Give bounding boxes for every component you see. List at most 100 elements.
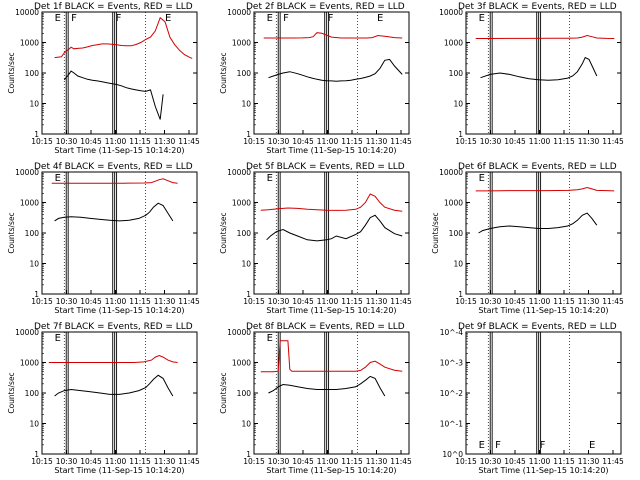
- y-tick-label: 10: [29, 260, 39, 269]
- event-marker: E: [377, 13, 383, 24]
- x-tick-label: 10:45: [504, 297, 526, 306]
- plot-frame: [253, 331, 410, 455]
- event-marker: F: [116, 13, 122, 24]
- panel-title: Det 9f BLACK = Events, RED = LLD: [458, 322, 617, 332]
- y-tick-label: 1000: [20, 39, 39, 48]
- event-marker: F: [540, 440, 546, 451]
- x-tick-label: 11:15: [341, 297, 363, 306]
- y-tick-label: 1000: [232, 359, 251, 368]
- x-tick-label: 11:15: [553, 297, 575, 306]
- y-tick-label: 10: [241, 100, 251, 109]
- x-tick-label: 10:15: [31, 137, 53, 146]
- plot-frame: [465, 331, 622, 455]
- x-axis-label: Start Time (11-Sep-15 10:14:20): [266, 146, 396, 155]
- y-tick-label: 10000: [227, 8, 251, 17]
- event-marker: F: [71, 13, 77, 24]
- y-tick-label: 100: [25, 229, 40, 238]
- y-tick-label: 10: [241, 420, 251, 429]
- x-tick-label: 10:15: [243, 297, 265, 306]
- y-tick-label: 1000: [444, 39, 463, 48]
- event-marker: E: [55, 13, 61, 24]
- event-marker: E: [267, 333, 273, 344]
- x-tick-label: 10:45: [80, 297, 102, 306]
- y-tick-label: 10: [241, 260, 251, 269]
- plot-frame: [41, 171, 198, 295]
- x-tick-label: 11:15: [341, 457, 363, 466]
- panel-title: Det 8f BLACK = Events, RED = LLD: [246, 322, 405, 332]
- y-tick-label: 100: [25, 69, 40, 78]
- x-tick-label: 11:45: [602, 457, 624, 466]
- y-tick-label: 1000: [20, 199, 39, 208]
- x-tick-label: 10:30: [268, 457, 290, 466]
- y-tick-label: 1: [246, 290, 251, 299]
- x-axis-label: Start Time (11-Sep-15 10:14:20): [478, 306, 608, 315]
- x-axis-label: Start Time (11-Sep-15 10:14:20): [266, 466, 396, 475]
- y-tick-label: 10^-1: [440, 420, 464, 429]
- y-tick-label: 10000: [15, 8, 39, 17]
- x-tick-label: 10:45: [80, 137, 102, 146]
- y-tick-label: 10000: [15, 168, 39, 177]
- y-tick-label: 1: [246, 450, 251, 459]
- y-tick-label: 100: [25, 389, 40, 398]
- detector-panel: Det 1f BLACK = Events, RED = LLD 1 10 100 10…: [7, 2, 200, 155]
- detector-panel: Det 3f BLACK = Events, RED = LLD 1 10 100 10…: [439, 2, 624, 146]
- lld-series-line: [260, 340, 403, 373]
- x-tick-label: 11:00: [317, 457, 339, 466]
- x-tick-label: 10:30: [56, 137, 78, 146]
- events-series-line: [268, 58, 403, 82]
- y-tick-label: 100: [237, 389, 252, 398]
- y-axis-label: Counts/sec: [219, 52, 228, 93]
- x-tick-label: 11:00: [529, 457, 551, 466]
- y-axis-label: Counts/sec: [7, 52, 16, 93]
- x-tick-label: 10:15: [31, 297, 53, 306]
- y-axis-label: Counts/sec: [219, 212, 228, 253]
- x-tick-label: 11:30: [366, 297, 388, 306]
- x-tick-label: 11:45: [178, 457, 200, 466]
- x-tick-label: 10:30: [268, 137, 290, 146]
- event-marker: E: [55, 173, 61, 184]
- events-series-line: [266, 214, 403, 242]
- x-tick-label: 11:45: [390, 297, 412, 306]
- y-tick-label: 10000: [439, 8, 463, 17]
- x-tick-label: 11:15: [129, 297, 151, 306]
- y-axis-label: Counts/sec: [7, 372, 16, 413]
- event-marker: E: [267, 13, 273, 24]
- event-marker: E: [589, 440, 595, 451]
- x-tick-label: 10:15: [31, 457, 53, 466]
- x-axis-label: Start Time (11-Sep-15 10:14:20): [266, 306, 396, 315]
- y-tick-label: 10000: [439, 168, 463, 177]
- event-marker: F: [328, 13, 334, 24]
- x-tick-label: 10:15: [455, 457, 477, 466]
- panel-title: Det 5f BLACK = Events, RED = LLD: [246, 162, 405, 172]
- x-tick-label: 11:00: [317, 297, 339, 306]
- y-tick-label: 10^0: [442, 450, 463, 459]
- x-tick-label: 11:30: [154, 457, 176, 466]
- x-axis-label: Start Time (11-Sep-15 10:14:20): [54, 306, 184, 315]
- y-tick-label: 1000: [444, 199, 463, 208]
- y-tick-label: 10: [29, 100, 39, 109]
- detector-panel: Det 9f BLACK = Events, RED = LLD 10^0 10^-…: [440, 322, 624, 475]
- lld-series-line: [48, 354, 178, 363]
- y-tick-label: 10^-2: [440, 389, 464, 398]
- plot-frame: [41, 331, 198, 455]
- detector-panel: Det 5f BLACK = Events, RED = LLD 1 10 100 10…: [219, 162, 412, 315]
- y-tick-label: 1000: [20, 359, 39, 368]
- y-tick-label: 100: [449, 69, 464, 78]
- panel-title: Det 2f BLACK = Events, RED = LLD: [246, 2, 405, 12]
- y-tick-label: 1: [34, 290, 39, 299]
- x-tick-label: 10:45: [292, 457, 314, 466]
- detector-panel: Det 2f BLACK = Events, RED = LLD 1 10 100 10…: [219, 2, 412, 155]
- events-series-line: [54, 374, 174, 397]
- x-tick-label: 10:30: [480, 137, 502, 146]
- events-series-line: [54, 202, 174, 222]
- event-marker: E: [479, 13, 485, 24]
- x-tick-label: 10:15: [243, 137, 265, 146]
- x-tick-label: 11:30: [154, 297, 176, 306]
- y-tick-label: 100: [449, 229, 464, 238]
- event-marker: F: [283, 13, 289, 24]
- event-marker: E: [55, 333, 61, 344]
- x-tick-label: 11:00: [105, 297, 127, 306]
- x-tick-label: 10:15: [455, 297, 477, 306]
- event-marker: E: [267, 173, 273, 184]
